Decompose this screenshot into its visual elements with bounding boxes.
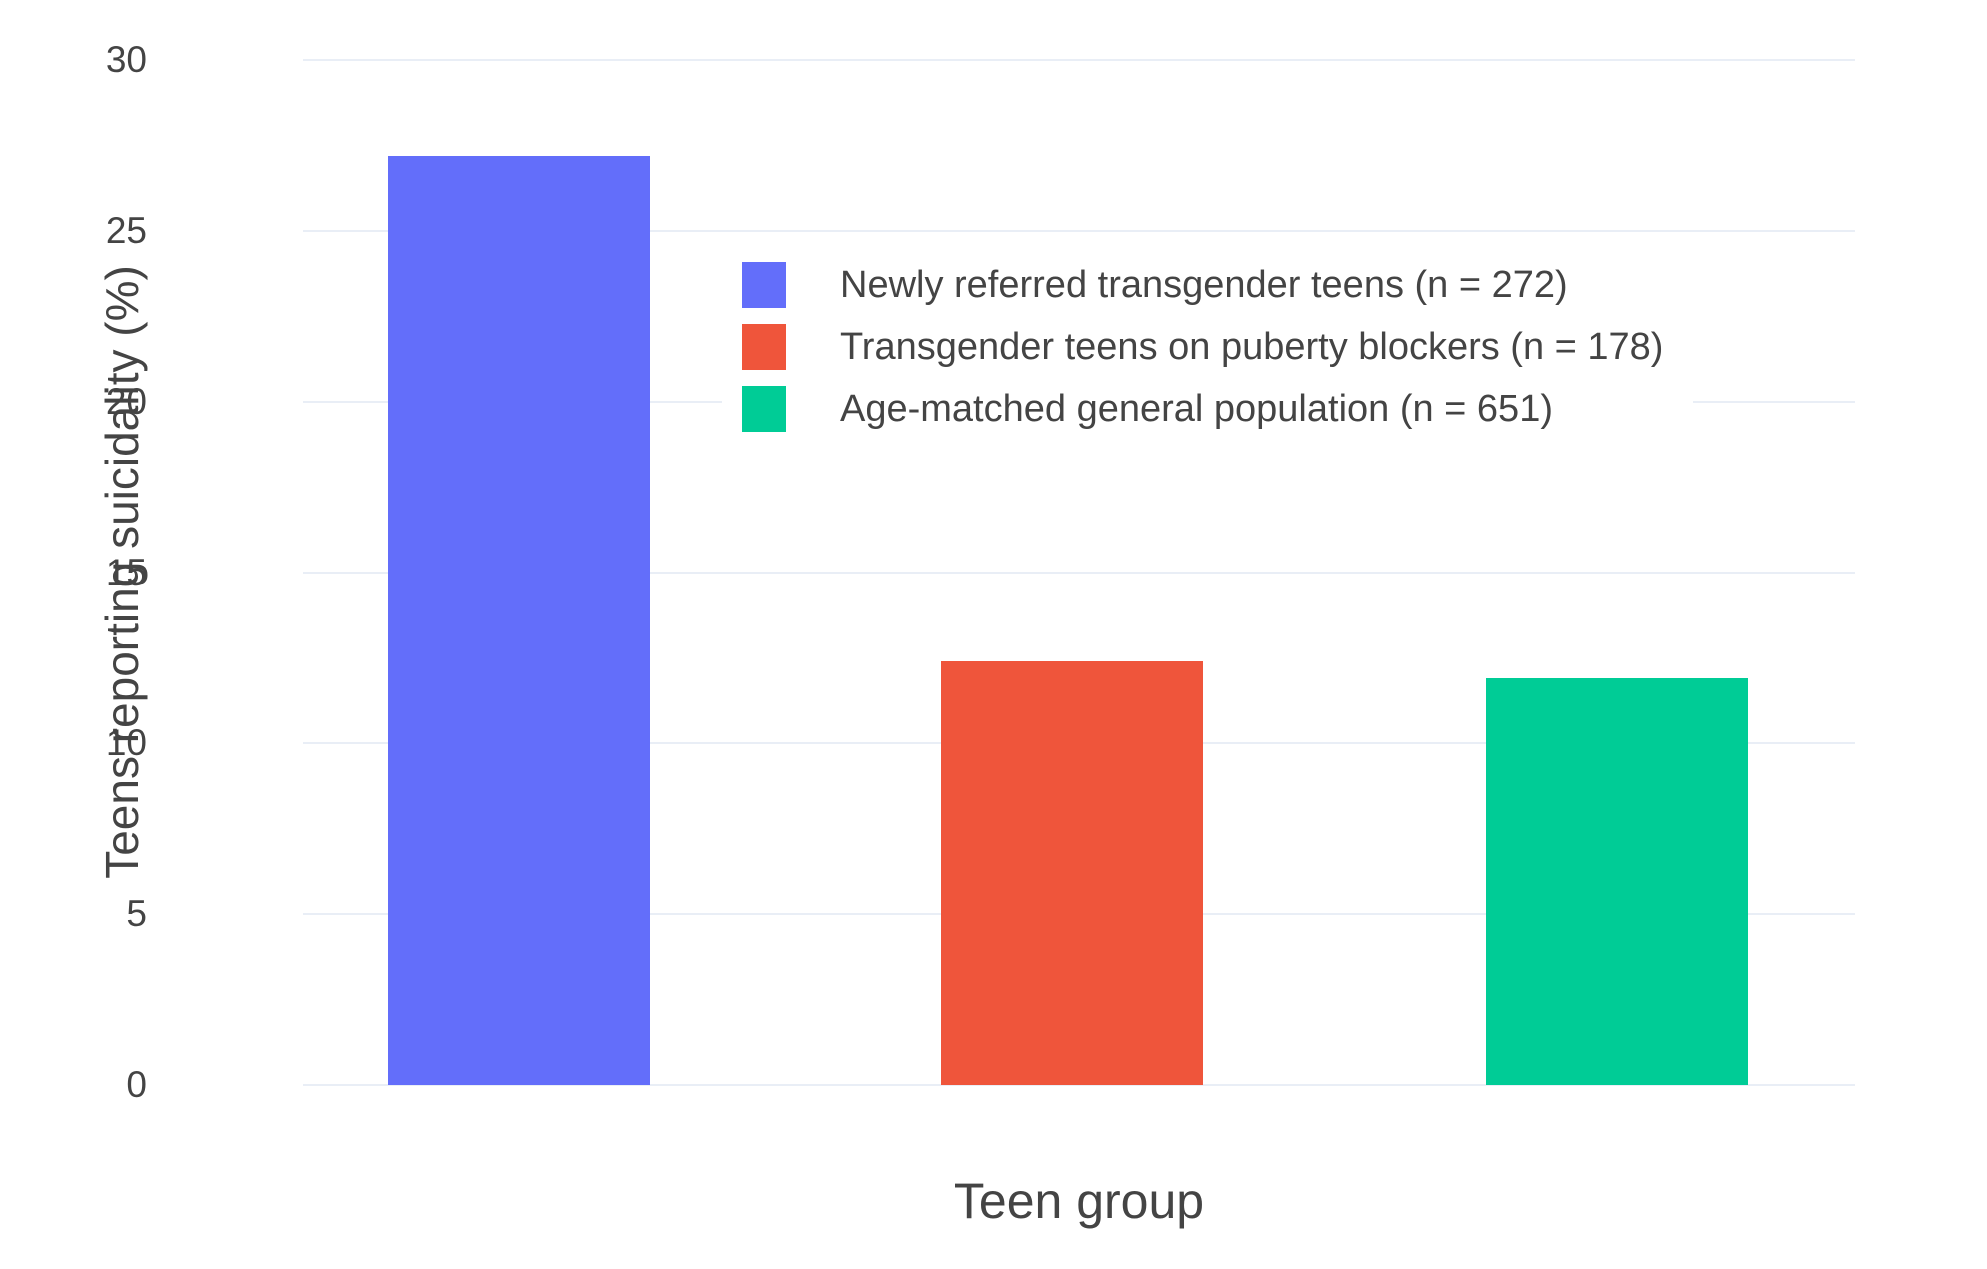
y-tick-label-20: 20 <box>105 380 147 422</box>
legend-swatch-newly-referred-transgender-teens <box>742 262 786 308</box>
y-tick-label-10: 10 <box>105 722 147 764</box>
legend-label-transgender-teens-on-puberty-blockers: Transgender teens on puberty blockers (n… <box>840 325 1664 368</box>
legend-label-newly-referred-transgender-teens: Newly referred transgender teens (n = 27… <box>840 263 1568 306</box>
legend: Newly referred transgender teens (n = 27… <box>722 240 1694 454</box>
gridline-y-25 <box>303 229 1855 232</box>
legend-swatch-transgender-teens-on-puberty-blockers <box>742 324 786 370</box>
gridline-y-30 <box>303 59 1855 61</box>
gridline-y-15 <box>303 571 1855 574</box>
y-tick-label-0: 0 <box>126 1064 147 1105</box>
legend-item-age-matched-general-population[interactable]: Age-matched general population (n = 651) <box>742 386 1663 432</box>
y-tick-label-5: 5 <box>126 893 147 935</box>
legend-item-transgender-teens-on-puberty-blockers[interactable]: Transgender teens on puberty blockers (n… <box>742 324 1663 370</box>
legend-swatch-age-matched-general-population <box>742 386 786 432</box>
bar-newly-referred-transgender-teens <box>388 156 650 1085</box>
y-tick-label-30: 30 <box>105 39 147 80</box>
legend-label-age-matched-general-population: Age-matched general population (n = 651) <box>840 387 1553 430</box>
plot-area: 0 5 10 15 20 25 30 <box>106 39 1855 1105</box>
bar-transgender-teens-on-puberty-blockers <box>941 661 1203 1085</box>
bar-age-matched-general-population <box>1486 678 1748 1085</box>
x-axis-title: Teen group <box>953 1173 1205 1229</box>
y-tick-label-25: 25 <box>105 209 147 251</box>
y-tick-label-15: 15 <box>105 551 147 593</box>
gridline-y-0 <box>303 1084 1855 1086</box>
legend-item-newly-referred-transgender-teens[interactable]: Newly referred transgender teens (n = 27… <box>742 262 1663 308</box>
